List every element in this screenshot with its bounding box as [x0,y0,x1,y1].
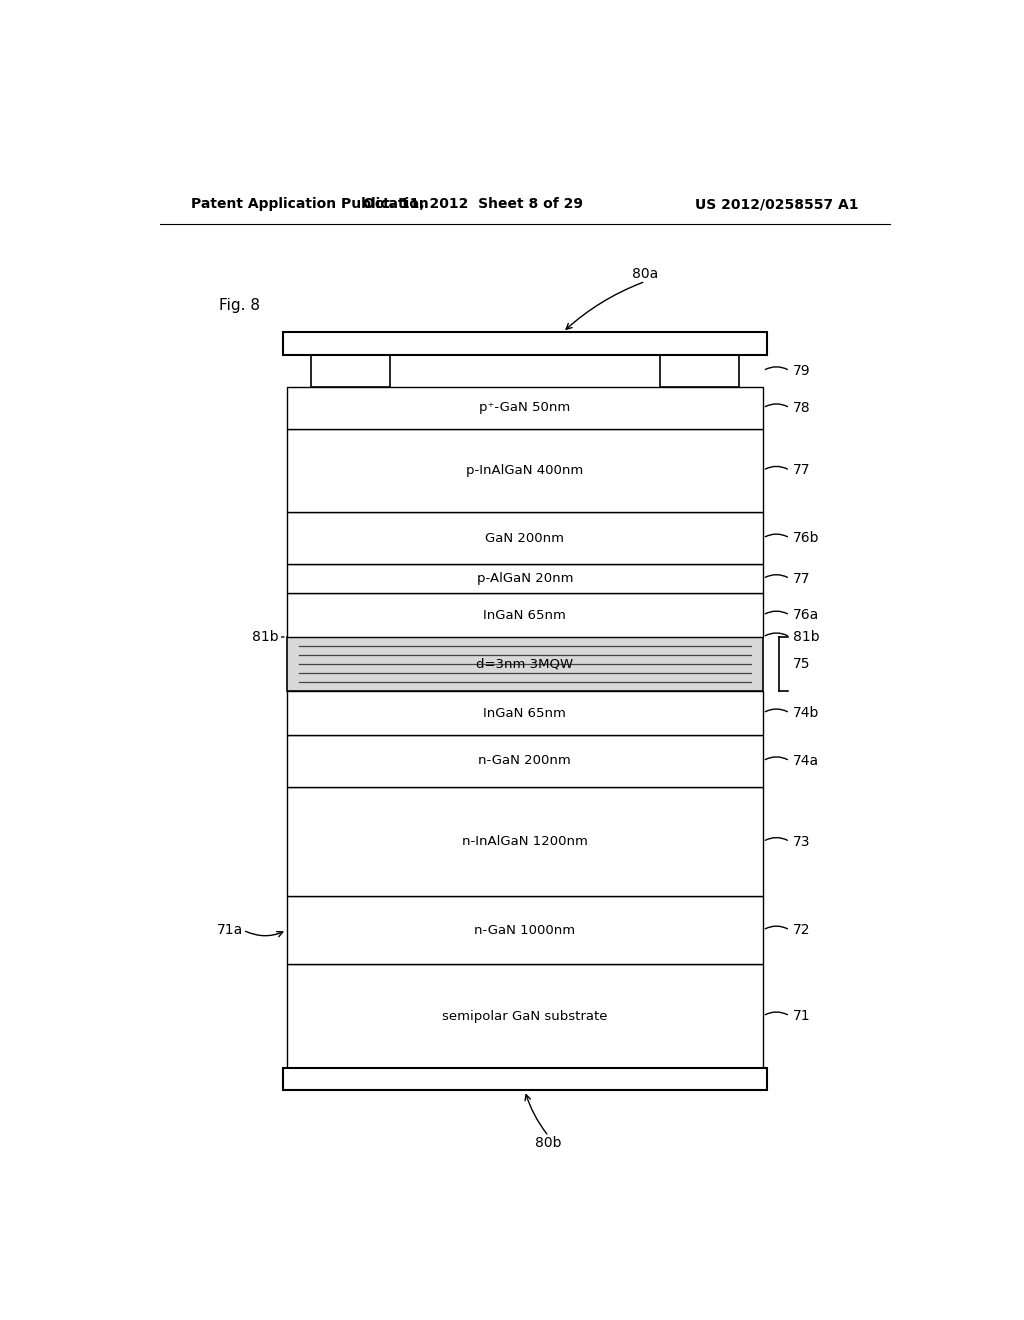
Bar [287,593,763,638]
Bar [283,333,767,355]
Text: InGaN 65nm: InGaN 65nm [483,609,566,622]
Text: 80b: 80b [536,1137,562,1150]
Text: Patent Application Publication: Patent Application Publication [191,197,429,211]
Bar [287,512,763,564]
Bar [287,429,763,512]
Text: Oct. 11, 2012  Sheet 8 of 29: Oct. 11, 2012 Sheet 8 of 29 [364,197,584,211]
Text: p-InAlGaN 400nm: p-InAlGaN 400nm [466,463,584,477]
Text: 73: 73 [793,834,811,849]
Text: InGaN 65nm: InGaN 65nm [483,706,566,719]
Text: semipolar GaN substrate: semipolar GaN substrate [442,1010,607,1023]
Text: 75: 75 [793,657,811,671]
Text: 76b: 76b [793,531,819,545]
Text: 71a: 71a [217,923,243,937]
Text: 78: 78 [793,401,811,414]
Bar [310,355,390,387]
Text: GaN 200nm: GaN 200nm [485,532,564,545]
Text: Fig. 8: Fig. 8 [219,298,260,313]
Text: 80a: 80a [632,268,658,281]
Bar [287,564,763,593]
Text: 71: 71 [793,1008,811,1023]
Text: n-InAlGaN 1200nm: n-InAlGaN 1200nm [462,836,588,849]
Bar [659,355,739,387]
Bar [287,638,763,692]
Text: p-AlGaN 20nm: p-AlGaN 20nm [476,572,573,585]
Text: 77: 77 [793,463,811,478]
Text: 79: 79 [793,364,811,378]
Text: 74a: 74a [793,754,819,768]
Text: 81b: 81b [793,630,819,644]
Text: 77: 77 [793,572,811,586]
Text: US 2012/0258557 A1: US 2012/0258557 A1 [694,197,858,211]
Text: d=3nm 3MQW: d=3nm 3MQW [476,657,573,671]
Text: 72: 72 [793,923,811,937]
Text: n-GaN 200nm: n-GaN 200nm [478,755,571,767]
Text: n-GaN 1000nm: n-GaN 1000nm [474,924,575,937]
Bar [287,692,763,735]
Text: p⁺-GaN 50nm: p⁺-GaN 50nm [479,401,570,414]
Text: 81b: 81b [252,630,279,644]
Text: 74b: 74b [793,706,819,719]
Bar [287,387,763,429]
Bar [287,735,763,787]
Bar [283,1068,767,1090]
Bar [287,964,763,1068]
Text: 76a: 76a [793,609,819,622]
Bar [287,896,763,964]
Bar [287,787,763,896]
